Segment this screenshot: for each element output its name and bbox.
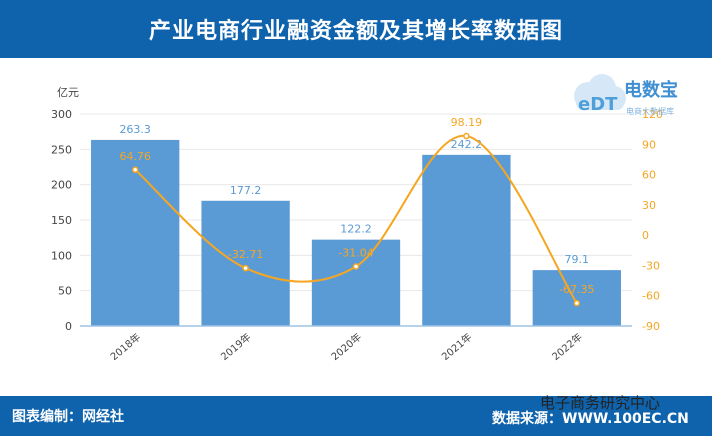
watermark: 电子商务研究中心 (540, 394, 661, 412)
y2-tick-label: -30 (642, 259, 660, 272)
line-value-label: -32.71 (228, 248, 263, 261)
line-point (463, 132, 470, 140)
y2-tick-label: 90 (642, 138, 656, 151)
footer-bar: 图表编制：网经社 数据来源：WWW.100EC.CN (0, 396, 712, 436)
logo-brand: 电数宝 (624, 79, 678, 101)
x-tick-label: 2019年 (218, 330, 254, 363)
y2-tick-label: 60 (642, 169, 656, 182)
line-value-label: -31.04 (338, 246, 373, 259)
bar-value-label: 122.2 (340, 223, 372, 236)
x-tick-label: 2021年 (439, 330, 475, 363)
title-bar: 产业电商行业融资金额及其增长率数据图 (0, 0, 712, 58)
y2-tick-label: -60 (642, 290, 660, 303)
y-tick-label: 100 (51, 249, 72, 262)
bar (311, 239, 401, 326)
bar (422, 154, 511, 326)
line-point (131, 166, 139, 174)
y-tick-label: 0 (65, 320, 72, 333)
x-tick-label: 2018年 (108, 330, 144, 363)
y-tick-label: 200 (51, 179, 72, 192)
cloud-logo-icon (574, 74, 626, 110)
series-line (134, 135, 578, 304)
y-tick-label: 50 (58, 285, 72, 298)
combo-chart: 0 50 100 150 200 250 300 -90 -60 -30 0 30 60 90 120 亿元 2… (51, 86, 663, 363)
footer-compiler: 图表编制：网经社 (12, 409, 124, 425)
y-axis-label: 亿元 (57, 86, 79, 99)
bar-value-label: 177.2 (230, 184, 262, 197)
y-tick-label: 150 (51, 214, 72, 227)
logo-mark: eDT (578, 94, 618, 115)
footer-source: 数据来源：WWW.100EC.CN (492, 411, 689, 427)
bar-value-label: 263.3 (119, 123, 151, 136)
logo-sub: 电商大数据库 (626, 106, 674, 116)
line-value-label: -67.35 (559, 283, 594, 296)
y-tick-label: 300 (51, 108, 72, 121)
y-tick-label: 250 (51, 143, 72, 156)
bar (201, 200, 290, 326)
y2-tick-label: 0 (642, 229, 649, 242)
y2-tick-label: 30 (642, 199, 656, 212)
x-tick-label: 2022年 (549, 330, 585, 363)
line-point (573, 299, 581, 307)
bar-value-label: 79.1 (565, 253, 590, 266)
y2-tick-label: 120 (642, 108, 663, 121)
x-tick-label: 2020年 (328, 330, 364, 363)
line-point (242, 264, 249, 272)
bar (532, 270, 621, 326)
logo: eDT 电数宝 电商大数据库 (574, 74, 678, 116)
bar-value-label: 242.2 (451, 138, 483, 151)
line-value-label: 64.76 (119, 150, 151, 163)
y2-tick-label: -90 (642, 320, 660, 333)
line-point (352, 263, 360, 270)
page-title: 产业电商行业融资金额及其增长率数据图 (148, 19, 563, 44)
line-value-label: 98.19 (451, 116, 483, 129)
